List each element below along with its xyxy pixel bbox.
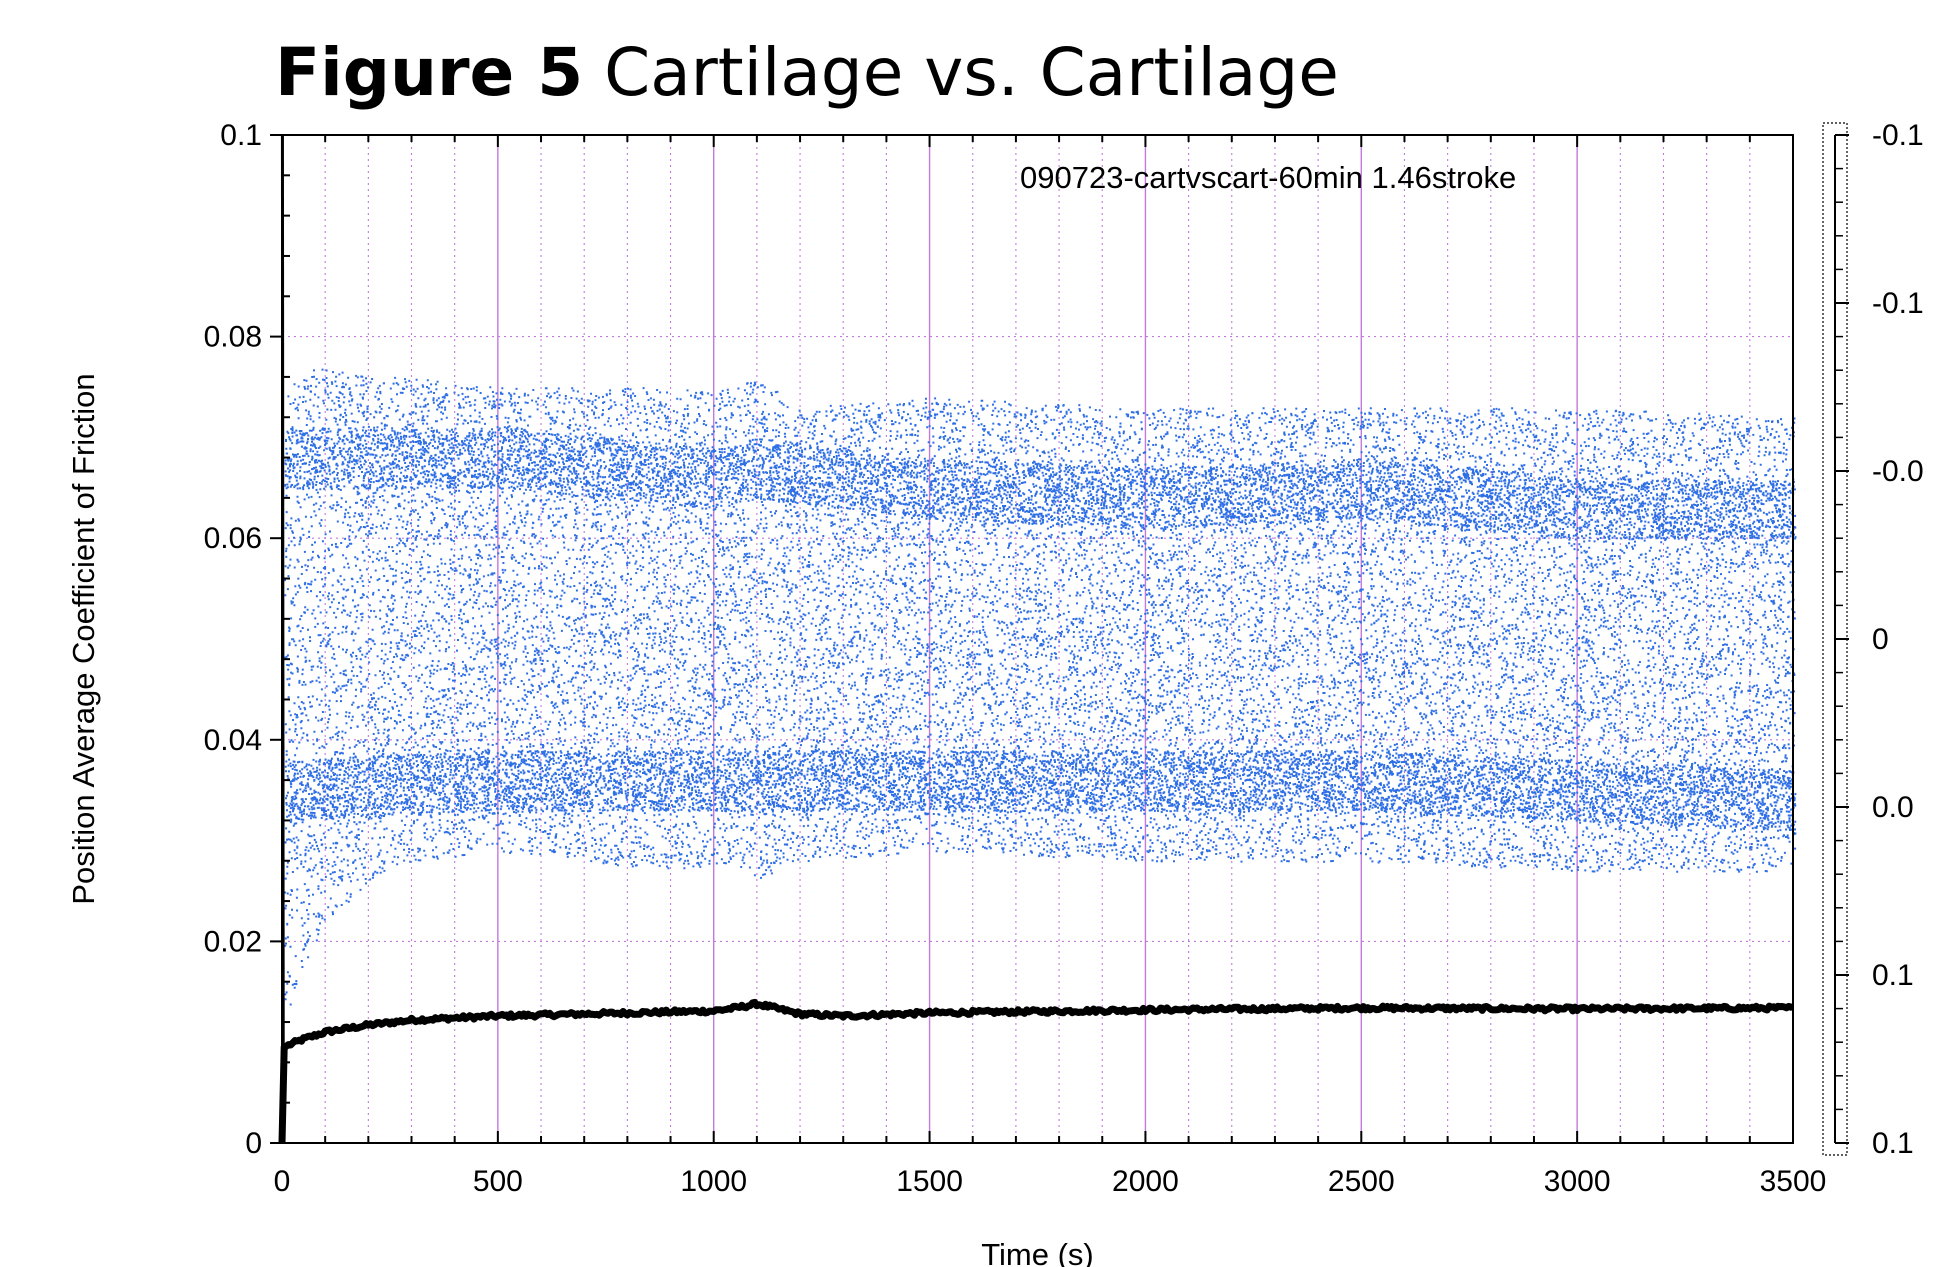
right-axis-tick-label: 0.1 [1872,1127,1914,1160]
x-tick-label: 2000 [1112,1165,1179,1198]
x-axis-title: Time (s) [981,1237,1094,1267]
figure-title: Cartilage vs. Cartilage [604,34,1339,111]
y-tick-label: 0.1 [220,119,262,152]
friction-scatter-points-path [284,368,1797,1006]
right-axis-tick-label: -0.1 [1872,119,1924,152]
axes: 0 500 1000 1500 2000 2500 3000 3500 0 0.02 0.04 0.0… [204,119,1827,1198]
grid [282,135,1793,1143]
mean-friction-series [278,134,1795,1144]
right-axis-tick-label: 0.1 [1872,959,1914,992]
y-axis-title: Position Average Coefficient of Friction [66,373,101,904]
y-tick-label: 0.06 [204,522,262,555]
right-axis-tick-label: 0 [1872,623,1889,656]
y-tick-label: 0.08 [204,321,262,354]
y-tick-label: 0.02 [204,925,262,958]
x-tick-label: 1500 [896,1165,963,1198]
chart-annotation: 090723-cartvscart-60min 1.46stroke [1020,160,1516,195]
figure-label: Figure 5 [275,34,584,111]
y-tick-label: 0.04 [204,724,262,757]
x-tick-label: 2500 [1328,1165,1395,1198]
right-axis: 0.1 0.1 0.0 0 -0.0 -0.1 -0.1 [1822,119,1924,1160]
x-tick-label: 500 [473,1165,523,1198]
plot-frame [281,134,1794,1144]
friction-scatter-points [284,368,1797,1006]
x-tick-label: 0 [274,1165,291,1198]
x-tick-label: 1000 [680,1165,747,1198]
right-axis-tick-label: 0.0 [1872,791,1914,824]
x-tick-label: 3500 [1760,1165,1827,1198]
x-tick-label: 3000 [1544,1165,1611,1198]
y-tick-label: 0 [245,1127,262,1160]
mean-friction-line [278,998,1795,1144]
page-title: Figure 5 Cartilage vs. Cartilage [275,40,1339,106]
right-axis-tick-label: -0.1 [1872,287,1924,320]
right-axis-tick-label: -0.0 [1872,455,1924,488]
